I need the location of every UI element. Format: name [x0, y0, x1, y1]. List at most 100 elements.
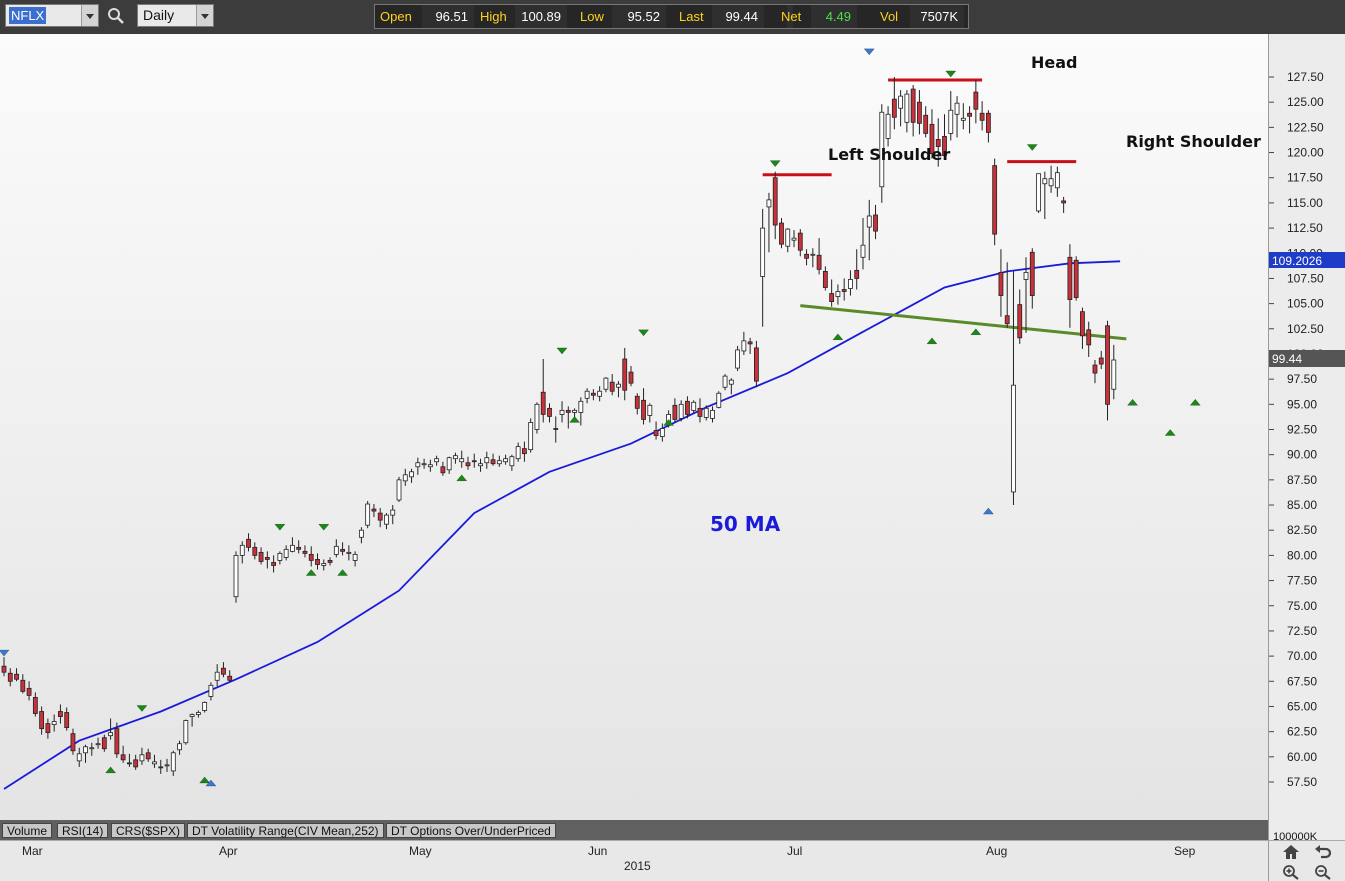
pivot-low-marker	[305, 569, 317, 576]
candle	[1061, 196, 1067, 213]
candle	[622, 347, 628, 401]
candle	[352, 551, 358, 567]
search-icon[interactable]	[107, 7, 125, 25]
tab-options-priced[interactable]: DT Options Over/UnderPriced	[386, 823, 556, 838]
candle	[415, 457, 421, 475]
candle	[45, 718, 51, 739]
price-axis[interactable]: 127.50 125.00 122.50 120.00 117.50 115.00 112.…	[1268, 34, 1345, 820]
candle	[340, 542, 345, 556]
candle	[427, 459, 433, 472]
candle	[127, 753, 132, 767]
period-select[interactable]: Daily	[137, 4, 214, 27]
candle	[145, 748, 151, 762]
candle	[985, 110, 991, 143]
candle	[283, 545, 289, 561]
candle	[227, 670, 233, 683]
candle	[716, 391, 722, 409]
candle	[973, 80, 979, 124]
candle	[960, 103, 966, 130]
candle	[396, 476, 402, 503]
toolbar: NFLX Daily Open 96.51 High 100.89 Low 95…	[0, 0, 1345, 35]
candle	[14, 668, 19, 682]
candle	[835, 284, 841, 305]
svg-text:109.2026: 109.2026	[1272, 254, 1322, 268]
chevron-down-icon[interactable]	[196, 5, 213, 26]
net-value: 4.49	[811, 5, 857, 28]
net-label: Net	[781, 9, 802, 24]
axis-tick-label: 72.50	[1287, 624, 1317, 638]
candle	[490, 453, 496, 466]
candle	[471, 453, 477, 468]
axis-tick-label: 95.00	[1287, 397, 1317, 411]
axis-tick-label: 97.50	[1287, 372, 1317, 386]
tab-volatility-range[interactable]: DT Volatility Range(CIV Mean,252)	[187, 823, 384, 838]
candle	[453, 452, 458, 464]
candle	[691, 400, 697, 414]
candle	[565, 406, 571, 429]
symbol-input[interactable]: NFLX	[5, 4, 99, 27]
candle	[221, 662, 226, 678]
pivot-high-marker	[556, 347, 568, 355]
candle	[1073, 256, 1079, 301]
candle	[722, 374, 728, 391]
low-label: Low	[580, 9, 604, 24]
candle	[854, 249, 860, 290]
candle	[290, 537, 295, 553]
candle	[1, 657, 7, 677]
axis-tick-label: 127.50	[1287, 70, 1324, 84]
time-axis[interactable]: Mar Apr May Jun Jul Aug Sep 2015	[0, 840, 1268, 881]
last-value: 99.44	[712, 5, 764, 28]
candle	[1042, 171, 1048, 220]
candle	[653, 421, 659, 440]
candle	[515, 442, 521, 462]
axis-tick-label: 82.50	[1287, 523, 1317, 537]
candle	[935, 118, 941, 167]
candle	[910, 85, 916, 137]
candle	[885, 106, 891, 147]
candle	[728, 378, 734, 395]
candle	[634, 393, 640, 415]
undo-icon[interactable]	[1314, 844, 1332, 860]
candle	[271, 555, 277, 573]
candle	[208, 682, 214, 701]
candle	[697, 398, 703, 423]
axis-tick-label: 102.50	[1287, 322, 1324, 336]
candle	[873, 204, 878, 240]
candle	[948, 91, 954, 141]
pivot-low-marker	[456, 474, 468, 481]
candle	[89, 742, 95, 756]
candle	[83, 744, 88, 763]
month-label: Aug	[986, 844, 1008, 858]
candle	[1105, 320, 1110, 421]
candle	[710, 406, 715, 423]
extreme-marker	[863, 48, 875, 56]
axis-tick-label: 77.50	[1287, 574, 1317, 588]
zoom-out-icon[interactable]	[1314, 864, 1332, 880]
zoom-in-icon[interactable]	[1282, 864, 1300, 880]
tab-volume[interactable]: Volume	[2, 823, 53, 838]
candle	[848, 270, 853, 296]
chevron-down-icon[interactable]	[81, 5, 98, 26]
tab-rsi[interactable]: RSI(14)	[57, 823, 109, 838]
candle	[898, 90, 904, 127]
axis-tick-label: 125.00	[1287, 95, 1324, 109]
candle	[616, 381, 621, 398]
candle	[202, 701, 208, 713]
month-label: May	[409, 844, 432, 858]
home-icon[interactable]	[1282, 844, 1300, 860]
candle	[540, 359, 546, 423]
month-label: Jun	[588, 844, 608, 858]
candle	[891, 77, 897, 130]
candle	[76, 747, 82, 767]
month-label: Apr	[219, 844, 238, 858]
tab-crs[interactable]: CRS($SPX)	[111, 823, 186, 838]
candle	[754, 340, 759, 388]
candle	[164, 758, 170, 772]
axis-tick-label: 115.00	[1287, 196, 1323, 210]
ma-label: 50 MA	[710, 512, 781, 536]
price-chart[interactable]: Left Shoulder Head Right Shoulder 50 MA	[0, 34, 1268, 820]
candle	[459, 450, 465, 468]
candle	[214, 664, 220, 687]
axis-tick-label: 87.50	[1287, 473, 1317, 487]
candle	[233, 551, 239, 603]
